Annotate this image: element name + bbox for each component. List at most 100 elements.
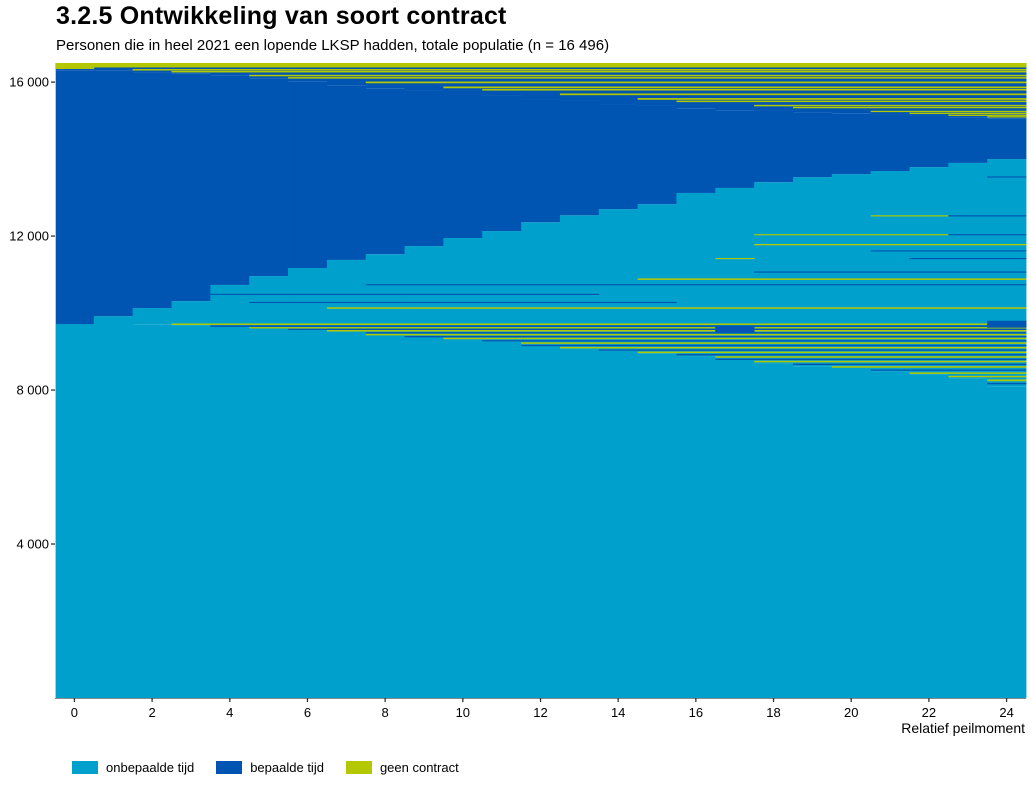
area-onbepaald-base [831,368,872,698]
area-onbepaald-base [559,347,600,698]
area-onbepaald-base [132,324,172,698]
x-axis-title: Relatief peilmoment [901,720,1025,736]
stripe-geen [715,356,1027,358]
area-onbepaald-base [482,341,522,698]
area-bepaald [326,85,367,260]
x-tick-label: 20 [844,705,858,720]
area-onbepaald-base [754,363,794,698]
area-onbepaald-upper [521,222,561,325]
area-onbepaald-base [637,353,677,698]
area-bepaald [55,70,95,325]
y-tick-label: 12 000 [9,229,49,244]
x-tick-label: 2 [148,705,155,720]
stripe-geen [443,86,1027,89]
stripe-geen [754,243,1027,246]
legend-item-bepaald: bepaalde tijd [216,760,324,775]
area-bepaald [249,78,289,277]
area-onbepaald-upper [987,159,1027,325]
area-bepaald [559,100,600,216]
area-onbepaald-base [171,325,211,698]
chart-title: 3.2.5 Ontwikkeling van soort contract [56,2,507,30]
stripe-bepaald [909,258,1027,260]
x-tick-label: 0 [71,705,78,720]
area-onbepaald-base [715,359,755,698]
y-tick-label: 8 000 [16,383,49,398]
area-bepaald [210,75,250,285]
area-onbepaald-base [404,336,444,698]
stripe-bepaald [715,102,1027,105]
area-mixed-top [132,63,172,73]
stripe-bepaald [249,301,677,304]
stripe-bepaald [210,293,600,295]
area-onbepaald-base [870,371,910,698]
x-tick-label: 8 [382,705,389,720]
stripe-geen [909,372,1027,374]
area-onbepaald-base [443,338,483,698]
area-mixed-low [365,324,405,334]
area-bepaald [365,88,405,255]
y-tick-label: 4 000 [16,537,49,552]
stripe-bepaald [365,332,1027,334]
area-onbepaald-base [210,326,250,698]
stripe-bepaald [55,304,95,307]
area-onbepaald-base [365,333,405,698]
stripe-bepaald [831,108,1027,111]
stripe-bepaald [521,344,1027,347]
stripe-bepaald [482,340,1027,342]
area-onbepaald-upper [598,209,638,325]
legend-label-geen: geen contract [379,760,459,775]
stripe-geen [443,337,1027,340]
stripe-bepaald [948,215,1027,217]
area-onbepaald-upper [909,167,949,325]
legend-swatch-onbepaald [72,761,98,774]
stripe-bepaald [987,382,1027,385]
area-onbepaald-upper [326,259,367,325]
stripe-bepaald [715,358,1027,361]
stripe-geen [637,278,1027,280]
area-onbepaald-base [288,328,328,698]
area-bepaald [482,95,522,232]
area-bepaald [598,104,638,210]
stripe-bepaald [404,84,1027,86]
stripe-geen [326,307,1027,309]
area-bepaald [792,112,833,178]
stripe-geen [55,67,95,70]
stripe-layer [55,63,1027,385]
x-tick-label: 6 [304,705,311,720]
area-onbepaald-base [792,366,833,698]
area-bepaald [754,110,794,183]
area-onbepaald-upper [171,301,211,325]
stripe-geen [987,379,1027,382]
stripe-bepaald [987,176,1027,178]
area-onbepaald-upper [132,308,172,325]
stripe-geen [521,342,1027,344]
area-onbepaald-base [521,344,561,698]
area-onbepaald-base [987,386,1027,698]
stripe-geen [870,110,1027,113]
x-tick-label: 24 [999,705,1013,720]
area-bepaald [93,70,134,317]
area-onbepaald-upper [715,187,755,325]
area-bepaald [948,117,988,163]
stripe-geen [326,330,1027,332]
area-onbepaald-upper [55,324,95,325]
stripe-geen [948,114,1027,116]
stripe-bepaald [948,234,1027,236]
area-onbepaald-base [948,378,988,698]
stripe-geen [637,351,1027,354]
stripe-geen [676,100,1027,103]
area-bepaald [715,110,755,188]
x-tick-label: 10 [456,705,470,720]
area-onbepaald-upper [443,237,483,325]
stripe-geen [288,77,1027,79]
area-onbepaald-upper [482,231,522,325]
area-onbepaald-base [93,324,134,698]
x-tick-label: 4 [226,705,233,720]
legend-swatch-bepaald [216,761,243,774]
area-mixed-top [404,63,444,91]
x-tick-label: 16 [689,705,703,720]
area-onbepaald-upper [948,162,988,325]
stripe-geen [948,375,1027,378]
area-bepaald [637,105,677,205]
stripe-bepaald [754,271,1027,273]
